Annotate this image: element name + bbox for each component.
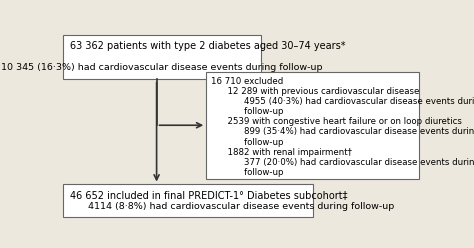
- Text: 10 345 (16·3%) had cardiovascular disease events during follow-up: 10 345 (16·3%) had cardiovascular diseas…: [1, 63, 323, 72]
- Text: 377 (20·0%) had cardiovascular disease events during: 377 (20·0%) had cardiovascular disease e…: [210, 158, 474, 167]
- Text: 2539 with congestive heart failure or on loop diuretics: 2539 with congestive heart failure or on…: [210, 117, 462, 126]
- Text: 16 710 excluded: 16 710 excluded: [210, 77, 283, 86]
- Text: 4114 (8·8%) had cardiovascular disease events during follow-up: 4114 (8·8%) had cardiovascular disease e…: [70, 202, 394, 211]
- Text: follow-up: follow-up: [210, 168, 283, 177]
- Text: 4955 (40·3%) had cardiovascular disease events during: 4955 (40·3%) had cardiovascular disease …: [210, 97, 474, 106]
- FancyBboxPatch shape: [63, 185, 313, 217]
- Text: 899 (35·4%) had cardiovascular disease events during: 899 (35·4%) had cardiovascular disease e…: [210, 127, 474, 136]
- FancyBboxPatch shape: [206, 72, 419, 179]
- Text: 12 289 with previous cardiovascular disease: 12 289 with previous cardiovascular dise…: [210, 87, 419, 96]
- Text: 46 652 included in final PREDICT-1° Diabetes subcohort‡: 46 652 included in final PREDICT-1° Diab…: [70, 190, 347, 200]
- FancyBboxPatch shape: [63, 35, 261, 79]
- Text: follow-up: follow-up: [210, 107, 283, 116]
- Text: 1882 with renal impairment†: 1882 with renal impairment†: [210, 148, 352, 157]
- Text: follow-up: follow-up: [210, 138, 283, 147]
- Text: 63 362 patients with type 2 diabetes aged 30–74 years*: 63 362 patients with type 2 diabetes age…: [70, 41, 345, 51]
